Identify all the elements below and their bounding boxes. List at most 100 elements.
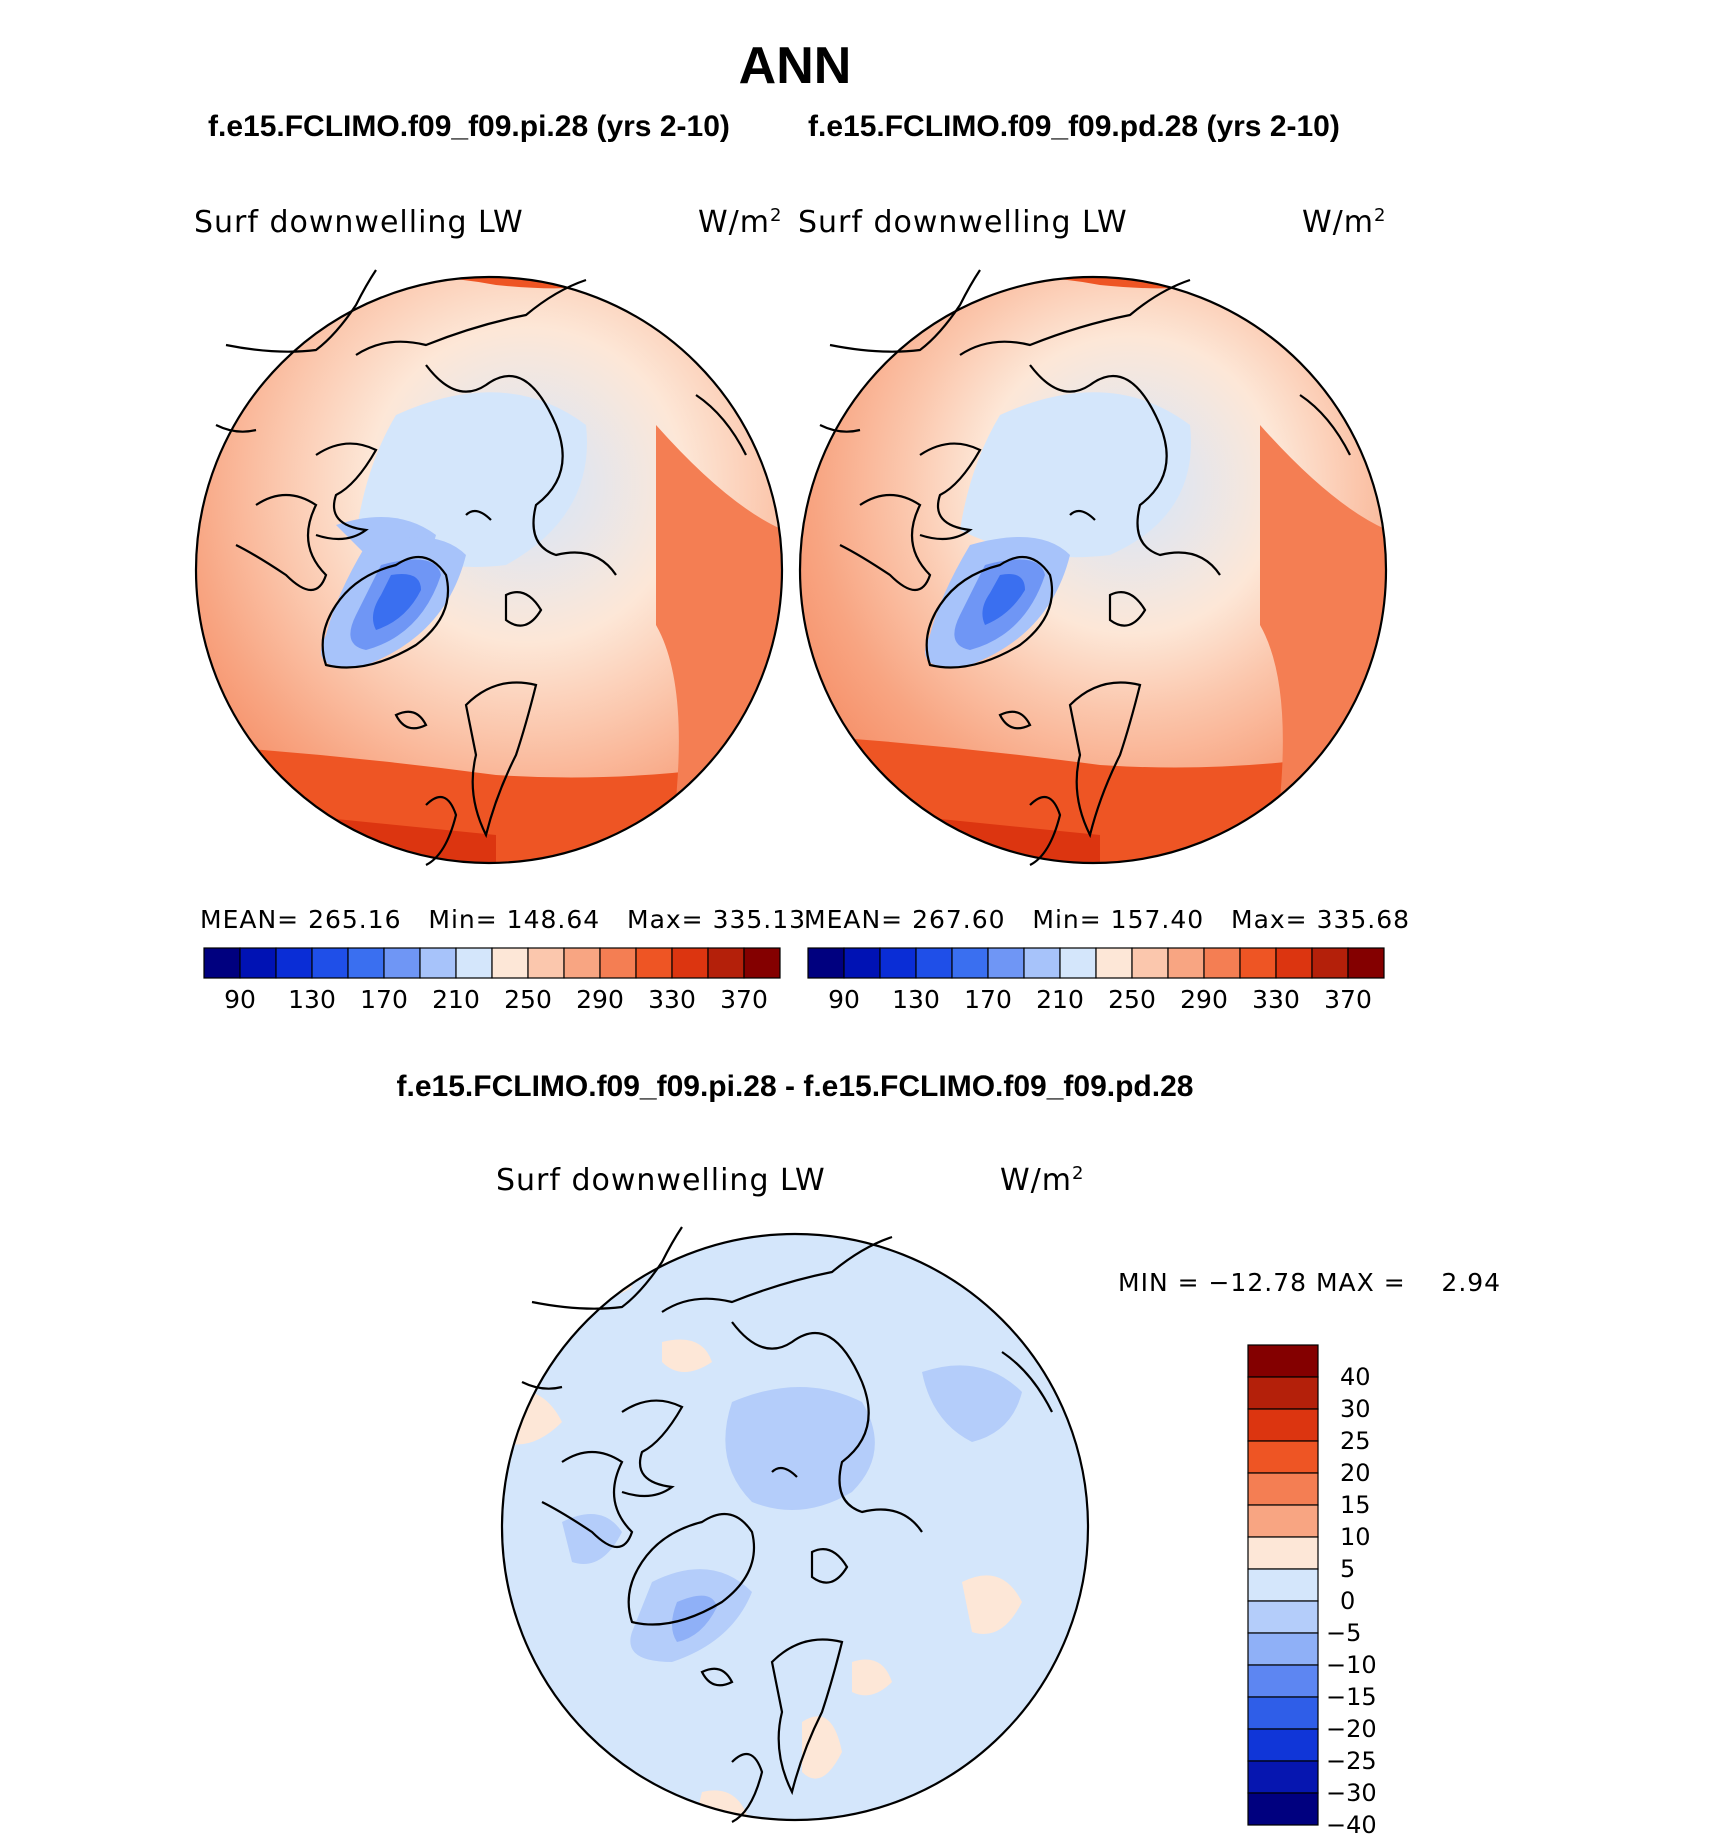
diff-variable-label: Surf downwelling LW [496,1163,826,1198]
colorbar-tick-label: 10 [1340,1523,1371,1551]
panel-1-mean-value: 265.16 [308,905,402,934]
colorbar-box [987,947,1025,979]
polar-map-pd [798,269,1388,866]
colorbar-tick-label: 170 [360,985,408,1014]
colorbar-box [879,947,917,979]
colorbar-tick-label: 330 [1252,985,1300,1014]
colorbar-box [1095,947,1133,979]
panel-2-min-value: 157.40 [1110,905,1205,934]
colorbar-box [1203,947,1241,979]
diff-units-base: W/m [1000,1163,1072,1198]
colorbar-box [203,947,241,979]
panel-2-case-title: f.e15.FCLIMO.f09_f09.pd.28 (yrs 2-10) [808,110,1340,143]
colorbar-box [1247,1536,1319,1570]
panel-1-variable-label: Surf downwelling LW [194,205,524,240]
colorbar-tick-label: 90 [224,985,256,1014]
colorbar-tick-label: 290 [1180,985,1228,1014]
polar-map-diff [500,1226,1090,1823]
colorbar-box [1247,1344,1319,1378]
panel-2-mean-label: MEAN= [804,905,904,934]
colorbar-tick-label: 30 [1340,1395,1371,1423]
colorbar-tick-label: 0 [1340,1587,1356,1615]
colorbar-box [807,947,845,979]
colorbar-box [1247,1408,1319,1442]
colorbar-tick-label: 250 [1108,985,1156,1014]
colorbar-box [1023,947,1061,979]
colorbar-tick-label: −15 [1326,1683,1377,1711]
colorbar-box [707,947,745,979]
colorbar-box [1247,1760,1319,1794]
colorbar-box [347,947,385,979]
colorbar-box [1247,1472,1319,1506]
colorbar-tick-label: 370 [1324,985,1372,1014]
colorbar-diff [1247,1344,1319,1826]
colorbar-tick-label: −10 [1326,1651,1377,1679]
colorbar-diff-ticks: 40 30 25 20 15 10 5 0 −5 −10 −15 −20 −25 −30 −40 [1326,1345,1426,1839]
colorbar-box [239,947,277,979]
colorbar-box [455,947,493,979]
colorbar-box [635,947,673,979]
colorbar-tick-label: 130 [892,985,940,1014]
colorbar-box [1167,947,1205,979]
panel-2-stats: MEAN= 267.60 Min= 157.40 Max= 335.68 [804,905,1410,934]
colorbar-box [1247,1792,1319,1826]
colorbar-box [1247,1568,1319,1602]
colorbar-box [1131,947,1169,979]
colorbar-tick-label: 15 [1340,1491,1371,1519]
colorbar-box [563,947,601,979]
colorbar-box [1247,1600,1319,1634]
panel-1-max-label: Max= [627,905,704,934]
panel-1-mean-label: MEAN= [200,905,300,934]
colorbar-tick-label: −5 [1326,1619,1362,1647]
panel-1-units: W/m2 [698,205,782,240]
colorbar-pd-ticks: 90 130 170 210 250 290 330 370 [808,985,1384,1017]
colorbar-box [1059,947,1097,979]
colorbar-box [599,947,637,979]
colorbar-tick-label: 20 [1340,1459,1371,1487]
colorbar-tick-label: −30 [1326,1779,1377,1807]
colorbar-box [491,947,529,979]
panel-2-units-base: W/m [1302,205,1374,240]
colorbar-tick-label: −25 [1326,1747,1377,1775]
diff-case-title: f.e15.FCLIMO.f09_f09.pi.28 - f.e15.FCLIM… [396,1070,1194,1103]
panel-2-mean-value: 267.60 [912,905,1006,934]
panel-2-variable-label: Surf downwelling LW [798,205,1128,240]
colorbar-box [915,947,953,979]
panel-1-stats: MEAN= 265.16 Min= 148.64 Max= 335.13 [200,905,806,934]
panel-2-units-exp: 2 [1374,205,1387,226]
panel-1-units-exp: 2 [770,205,783,226]
panel-1-min-label: Min= [428,905,498,934]
panel-1-case-title: f.e15.FCLIMO.f09_f09.pi.28 (yrs 2-10) [208,110,730,143]
colorbar-box [951,947,989,979]
colorbar-box [843,947,881,979]
panel-2-max-value: 335.68 [1316,905,1411,934]
colorbar-box [1275,947,1313,979]
colorbar-box [1247,1664,1319,1698]
figure-title: ANN [738,37,852,95]
colorbar-tick-label: 250 [504,985,552,1014]
panel-2-max-label: Max= [1231,905,1308,934]
diff-units-exp: 2 [1072,1163,1085,1184]
panel-1-max-value: 335.13 [712,905,807,934]
colorbar-tick-label: 210 [432,985,480,1014]
colorbar-box [1247,1376,1319,1410]
colorbar-tick-label: 130 [288,985,336,1014]
colorbar-tick-label: 90 [828,985,860,1014]
colorbar-pd [807,947,1385,979]
colorbar-box [1247,1440,1319,1474]
colorbar-pi-ticks: 90 130 170 210 250 290 330 370 [204,985,780,1017]
panel-2-min-label: Min= [1032,905,1102,934]
colorbar-box [1239,947,1277,979]
panel-1-min-value: 148.64 [506,905,601,934]
colorbar-tick-label: −20 [1326,1715,1377,1743]
colorbar-tick-label: −40 [1326,1811,1377,1839]
colorbar-tick-label: 25 [1340,1427,1371,1455]
colorbar-box [743,947,781,979]
colorbar-pi [203,947,781,979]
diff-minmax: MIN = −12.78 MAX = 2.94 [1118,1268,1502,1297]
colorbar-tick-label: 170 [964,985,1012,1014]
colorbar-box [1247,1504,1319,1538]
colorbar-box [419,947,457,979]
colorbar-box [1311,947,1349,979]
polar-map-pi [194,269,784,866]
